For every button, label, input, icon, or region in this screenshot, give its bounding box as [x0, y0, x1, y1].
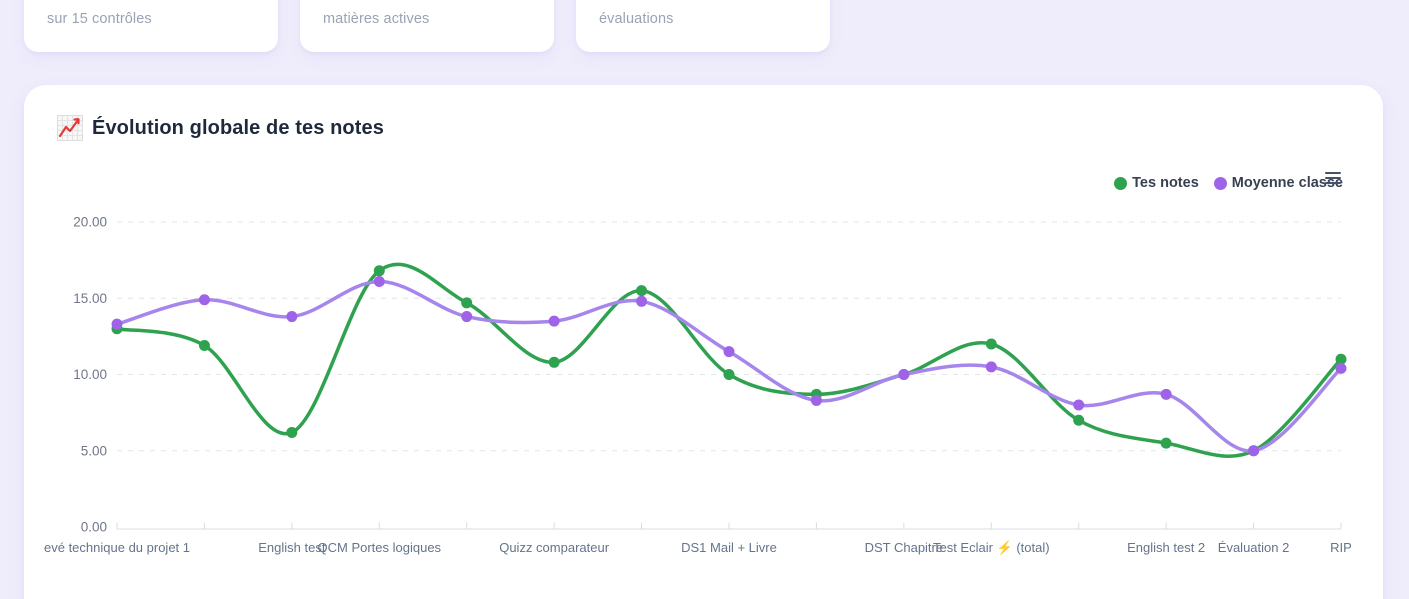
grades-chart-card: Évolution globale de tes notes Tes notes…: [24, 85, 1383, 599]
data-point-tes-notes[interactable]: [1335, 353, 1347, 365]
x-axis-label: Évaluation 2: [1218, 540, 1290, 555]
stat-card-evaluations[interactable]: évaluations: [576, 0, 830, 52]
x-axis-label: English test 2: [1127, 540, 1205, 555]
data-point-tes-notes[interactable]: [723, 369, 735, 380]
x-axis-label: English test: [258, 540, 326, 555]
data-point-tes-notes[interactable]: [461, 297, 473, 309]
data-point-moyenne-classe[interactable]: [373, 275, 385, 287]
chart-legend: Tes notes Moyenne classe: [1114, 174, 1343, 192]
data-point-moyenne-classe[interactable]: [548, 315, 560, 327]
y-axis-label: 10.00: [73, 367, 107, 382]
series-line-tes-notes: [115, 262, 1343, 458]
chart-title: Évolution globale de tes notes: [92, 116, 384, 139]
legend-label: Moyenne classe: [1231, 175, 1343, 191]
stat-card-label: sur 15 contrôles: [47, 11, 152, 27]
y-axis-label: 15.00: [73, 291, 107, 306]
data-point-moyenne-classe[interactable]: [985, 361, 997, 373]
y-axis-label: 0.00: [81, 520, 107, 535]
stat-card-controles[interactable]: sur 15 contrôles: [24, 0, 278, 52]
data-point-moyenne-classe[interactable]: [723, 346, 735, 358]
data-point-moyenne-classe[interactable]: [111, 318, 123, 330]
hamburger-menu-icon: [1325, 177, 1341, 179]
data-point-moyenne-classe[interactable]: [898, 369, 910, 380]
hamburger-menu-icon: [1325, 172, 1341, 174]
data-point-tes-notes[interactable]: [198, 340, 210, 352]
data-point-moyenne-classe[interactable]: [461, 311, 473, 323]
data-point-moyenne-classe[interactable]: [1335, 362, 1347, 374]
data-point-tes-notes[interactable]: [985, 338, 997, 350]
y-axis-label: 20.00: [73, 215, 107, 230]
data-point-tes-notes[interactable]: [636, 285, 648, 297]
x-axis-label: evé technique du projet 1: [44, 540, 190, 555]
data-point-moyenne-classe[interactable]: [286, 311, 298, 323]
hamburger-menu-icon: [1325, 182, 1341, 184]
stat-card-label: matières actives: [323, 11, 430, 27]
data-point-moyenne-classe[interactable]: [1248, 445, 1260, 457]
legend-item-tes-notes[interactable]: Tes notes: [1114, 175, 1199, 191]
legend-item-moyenne-classe[interactable]: Moyenne classe: [1213, 175, 1343, 191]
data-point-tes-notes[interactable]: [1073, 414, 1085, 426]
chart-increasing-icon: [57, 115, 83, 141]
x-axis-label: RIP: [1330, 540, 1352, 555]
stat-card-matieres[interactable]: matières actives: [300, 0, 554, 52]
x-axis-label: DS1 Mail + Livre: [681, 540, 777, 555]
y-axis-label: 5.00: [81, 443, 107, 458]
legend-swatch-green: [1114, 176, 1128, 190]
legend-swatch-purple: [1213, 176, 1227, 190]
chart-context-menu-button[interactable]: [1325, 172, 1342, 184]
data-point-tes-notes[interactable]: [286, 426, 298, 438]
data-point-moyenne-classe[interactable]: [198, 294, 210, 306]
x-axis-label: Test Eclair ⚡ (total): [933, 540, 1050, 556]
x-axis-label: QCM Portes logiques: [318, 540, 442, 555]
data-point-moyenne-classe[interactable]: [810, 394, 822, 406]
stat-card-label: évaluations: [599, 11, 674, 27]
data-point-moyenne-classe[interactable]: [1160, 388, 1172, 400]
data-point-moyenne-classe[interactable]: [1073, 399, 1085, 411]
data-point-moyenne-classe[interactable]: [636, 295, 648, 307]
x-axis-label: Quizz comparateur: [499, 540, 609, 555]
x-axis-label: DST Chapitre: [865, 540, 944, 555]
data-point-tes-notes[interactable]: [1160, 437, 1172, 449]
data-point-tes-notes[interactable]: [373, 265, 385, 277]
chart-title-row: Évolution globale de tes notes: [57, 115, 384, 141]
data-point-tes-notes[interactable]: [548, 356, 560, 368]
legend-label: Tes notes: [1132, 175, 1199, 191]
